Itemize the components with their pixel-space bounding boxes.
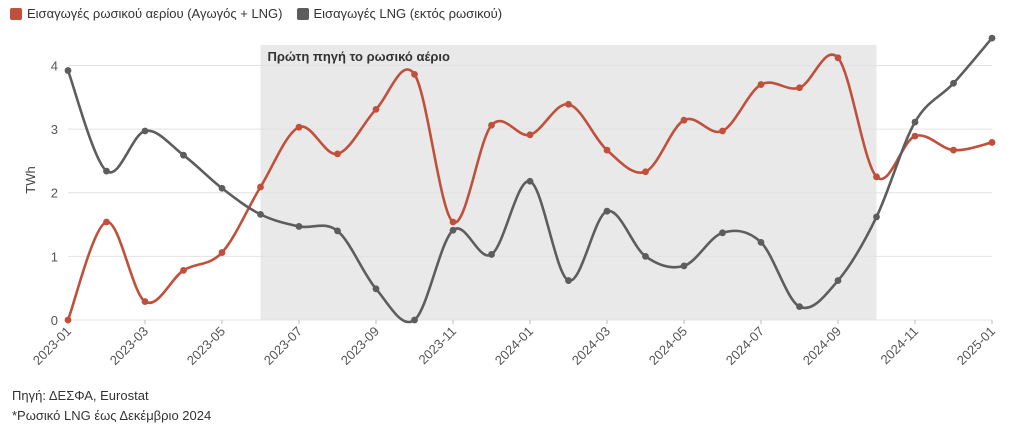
data-point-0	[64, 316, 72, 324]
x-tick-label: 2024-05	[646, 324, 690, 368]
y-tick-label: 3	[51, 122, 58, 137]
x-tick-label: 2024-01	[492, 324, 536, 368]
y-tick-label: 2	[51, 186, 58, 201]
data-point-0	[911, 132, 919, 140]
data-point-1	[911, 118, 919, 126]
data-point-0	[295, 123, 303, 131]
y-tick-label: 0	[51, 313, 58, 328]
data-point-0	[141, 298, 149, 305]
data-point-0	[642, 168, 649, 176]
data-point-0	[180, 266, 187, 274]
footer: Πηγή: ΔΕΣΦΑ, Eurostat *Ρωσικό LNG έως Δε…	[12, 386, 211, 426]
data-point-0	[950, 146, 957, 154]
data-point-1	[988, 34, 996, 42]
data-point-1	[411, 316, 418, 324]
data-point-1	[603, 207, 611, 215]
data-point-1	[103, 167, 110, 175]
x-tick-label: 2023-03	[107, 324, 151, 368]
data-point-0	[526, 131, 534, 139]
data-point-1	[873, 213, 880, 221]
data-point-1	[449, 226, 457, 234]
x-tick-label: 2025-01	[954, 324, 998, 368]
y-tick-label: 4	[51, 58, 58, 73]
data-point-0	[449, 218, 457, 226]
data-point-1	[218, 184, 226, 192]
x-tick-label: 2024-09	[800, 324, 844, 368]
source-note: Πηγή: ΔΕΣΦΑ, Eurostat	[12, 388, 149, 403]
annotation-label: Πρώτη πηγή το ρωσικό αέριο	[268, 49, 450, 64]
x-tick-label: 2023-05	[184, 324, 228, 368]
data-point-1	[334, 227, 341, 235]
legend-swatch-russian	[10, 7, 22, 20]
data-point-1	[565, 277, 572, 284]
y-tick-label: 1	[51, 249, 58, 264]
legend-label-lng: Εισαγωγές LNG (εκτός ρωσικού)	[313, 6, 503, 21]
data-point-0	[565, 100, 572, 108]
data-point-1	[295, 223, 303, 230]
data-point-1	[834, 277, 842, 284]
data-point-0	[103, 218, 110, 226]
data-point-1	[372, 285, 380, 293]
data-point-0	[257, 183, 264, 191]
data-point-1	[488, 251, 495, 258]
annotation-band	[260, 45, 877, 320]
x-tick-label: 2023-07	[261, 324, 305, 368]
data-point-1	[680, 262, 688, 270]
legend-label-russian: Εισαγωγές ρωσικού αερίου (Αγωγός + LNG)	[27, 6, 283, 21]
data-point-0	[719, 127, 726, 135]
data-point-0	[372, 105, 380, 113]
data-point-0	[488, 121, 495, 129]
data-point-0	[834, 54, 842, 62]
data-point-1	[950, 79, 957, 87]
data-point-1	[141, 127, 149, 135]
x-tick-label: 2024-03	[569, 324, 613, 368]
data-point-0	[218, 249, 226, 256]
data-point-1	[796, 303, 803, 311]
data-point-0	[680, 116, 688, 124]
x-tick-label: 2023-09	[338, 324, 382, 368]
data-point-1	[719, 229, 726, 237]
legend-swatch-lng	[296, 7, 309, 20]
data-point-1	[526, 177, 534, 185]
data-point-0	[411, 70, 418, 78]
data-point-0	[873, 173, 880, 181]
data-point-1	[757, 238, 765, 246]
footnote: *Ρωσικό LNG έως Δεκέμβριο 2024	[12, 408, 212, 423]
data-point-0	[757, 81, 765, 88]
y-axis-label: TWh	[23, 166, 38, 193]
data-point-0	[988, 139, 996, 146]
data-point-0	[796, 84, 803, 92]
data-point-0	[334, 150, 341, 158]
x-tick-label: 2024-11	[877, 324, 921, 368]
legend-item-russian-gas[interactable]: Εισαγωγές ρωσικού αερίου (Αγωγός + LNG)	[10, 6, 283, 21]
data-point-0	[603, 146, 611, 154]
legend: Εισαγωγές ρωσικού αερίου (Αγωγός + LNG) …	[10, 6, 502, 21]
data-point-1	[257, 210, 264, 218]
data-point-1	[642, 252, 649, 260]
data-point-1	[64, 67, 72, 74]
data-point-1	[180, 151, 187, 159]
x-tick-label: 2023-11	[415, 324, 459, 368]
x-tick-label: 2024-07	[723, 324, 767, 368]
legend-item-lng[interactable]: Εισαγωγές LNG (εκτός ρωσικού)	[296, 6, 503, 21]
x-tick-label: 2023-01	[30, 324, 74, 368]
